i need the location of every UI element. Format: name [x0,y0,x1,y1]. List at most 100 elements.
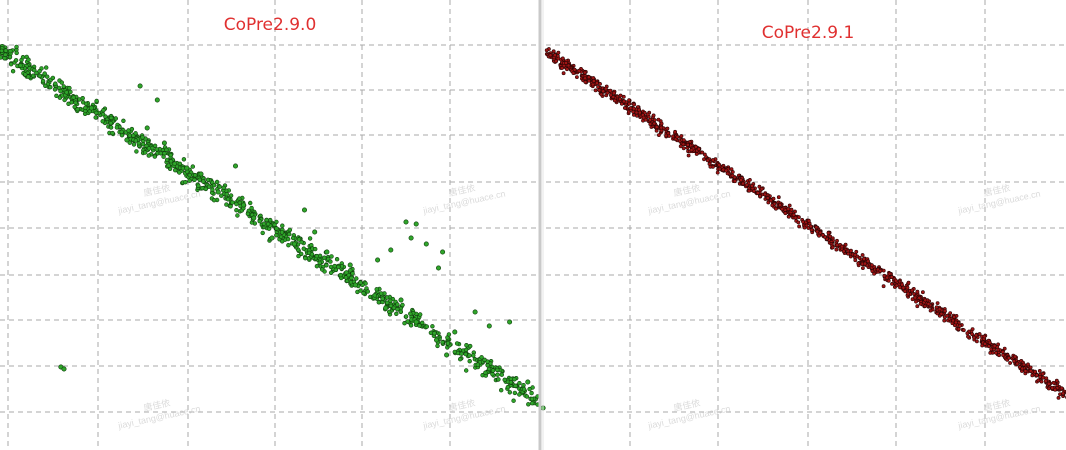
scatter-point-left-809 [265,221,271,227]
scatter-point-left-665 [299,239,304,245]
scatter-point-left-824 [114,125,120,130]
scatter-point-left-890 [524,394,530,399]
scatter-point-right-843 [849,248,853,253]
scatter-point-left-376 [234,208,239,213]
outlier-point-left-3 [144,125,150,131]
scatter-point-left-520 [94,98,99,104]
scatter-point-right-979 [637,110,642,115]
scatter-point-left-476 [376,300,381,305]
scatter-point-right-987 [587,78,591,83]
outlier-point-left-4 [161,140,167,146]
scatter-point-left-666 [467,353,472,358]
scatter-point-right-1093 [992,343,997,348]
scatter-point-left-857 [166,163,171,168]
scatter-point-right-1049 [934,305,939,310]
outlier-point-left-34 [269,235,275,241]
scatter-point-right-668 [1013,354,1018,359]
scatter-point-left-811 [309,252,315,257]
scatter-point-left-853 [100,119,105,124]
scatter-point-left-872 [168,152,174,158]
scatter-point-right-911 [1023,369,1028,373]
scatter-point-left-850 [32,67,37,73]
scatter-point-right-1079 [918,301,923,306]
outlier-point-left-38 [184,165,190,171]
scatter-point-left-190 [13,58,19,63]
scatter-point-left-751 [197,177,202,183]
scatter-point-right-939 [806,218,811,223]
scatter-point-right-953 [1046,381,1051,386]
scatter-point-left-838 [3,48,9,53]
scatter-point-right-721 [861,266,865,271]
scatter-point-right-943 [654,125,659,130]
scatter-point-left-461 [134,149,139,154]
scatter-point-left-396 [37,68,42,74]
scatter-point-right-754 [1039,379,1044,384]
scatter-point-right-726 [681,138,686,143]
scatter-point-right-108 [665,126,670,131]
outlier-point-left-33 [291,241,297,247]
scatter-point-left-688 [108,120,114,126]
scatter-point-right-913 [1034,373,1039,378]
scatter-point-right-1092 [939,311,944,316]
scatter-point-right-1080 [750,183,754,188]
scatter-point-right-978 [582,70,587,75]
scatter-point-right-931 [694,144,698,149]
scatter-point-left-820 [398,309,403,314]
scatter-point-right-1070 [1033,369,1038,374]
scatter-point-left-391 [59,80,64,85]
scatter-point-left-567 [317,260,322,266]
scatter-point-left-878 [93,115,98,120]
scatter-point-right-434 [700,150,705,155]
scatter-point-right-336 [596,85,601,89]
scatter-point-left-813 [183,180,188,185]
scatter-point-right-719 [1026,362,1030,367]
scatter-point-right-969 [863,261,868,266]
scatter-point-right-919 [733,179,737,184]
scatter-point-left-815 [221,185,226,191]
scatter-point-right-1078 [694,152,699,156]
scatter-point-right-1046 [705,158,710,163]
scatter-point-left-876 [214,179,220,185]
scatter-point-right-1050 [590,82,595,87]
scatter-point-right-61 [776,195,781,200]
scatter-point-left-207 [402,321,407,326]
scatter-point-right-915 [696,147,701,151]
scatter-point-left-814 [154,147,160,152]
scatter-point-right-566 [656,117,661,122]
outlier-point-left-1 [154,97,160,103]
scatter-point-right-685 [828,234,833,239]
scatter-point-left-884 [68,89,73,95]
scatter-point-left-459 [52,87,58,92]
outlier-point-left-2 [88,105,94,111]
scatter-point-right-1054 [983,341,987,346]
scatter-point-right-1067 [1006,355,1011,360]
scatter-point-right-1035 [935,301,940,306]
outlier-point-left-15 [403,219,409,225]
scatter-point-right-972 [744,183,749,187]
scatter-point-left-463 [314,264,320,269]
scatter-point-left-769 [405,319,410,324]
panel-title-right: CoPre2.9.1 [762,23,855,43]
scatter-point-right-1085 [765,196,770,200]
scatter-point-left-871 [424,324,429,329]
scatter-point-left-891 [261,221,267,226]
scatter-point-left-798 [408,311,413,316]
scatter-point-right-1086 [601,89,606,94]
scatter-point-left-896 [417,323,422,328]
scatter-point-left-849 [320,267,325,272]
scatter-point-left-755 [505,384,511,390]
scatter-point-right-864 [565,67,569,72]
scatter-point-right-1089 [1050,386,1055,390]
scatter-point-left-759 [486,366,492,372]
scatter-point-right-852 [1040,371,1045,376]
scatter-point-right-1059 [560,56,565,61]
scatter-point-left-868 [211,198,217,203]
scatter-point-left-194 [40,78,46,84]
scatter-point-left-874 [372,293,377,298]
scatter-point-right-1094 [906,280,911,285]
scatter-point-left-693 [459,351,464,356]
scatter-point-left-745 [192,177,197,183]
scatter-point-left-700 [495,367,500,373]
scatter-point-right-993 [914,299,918,304]
scatter-point-right-1012 [780,207,785,212]
